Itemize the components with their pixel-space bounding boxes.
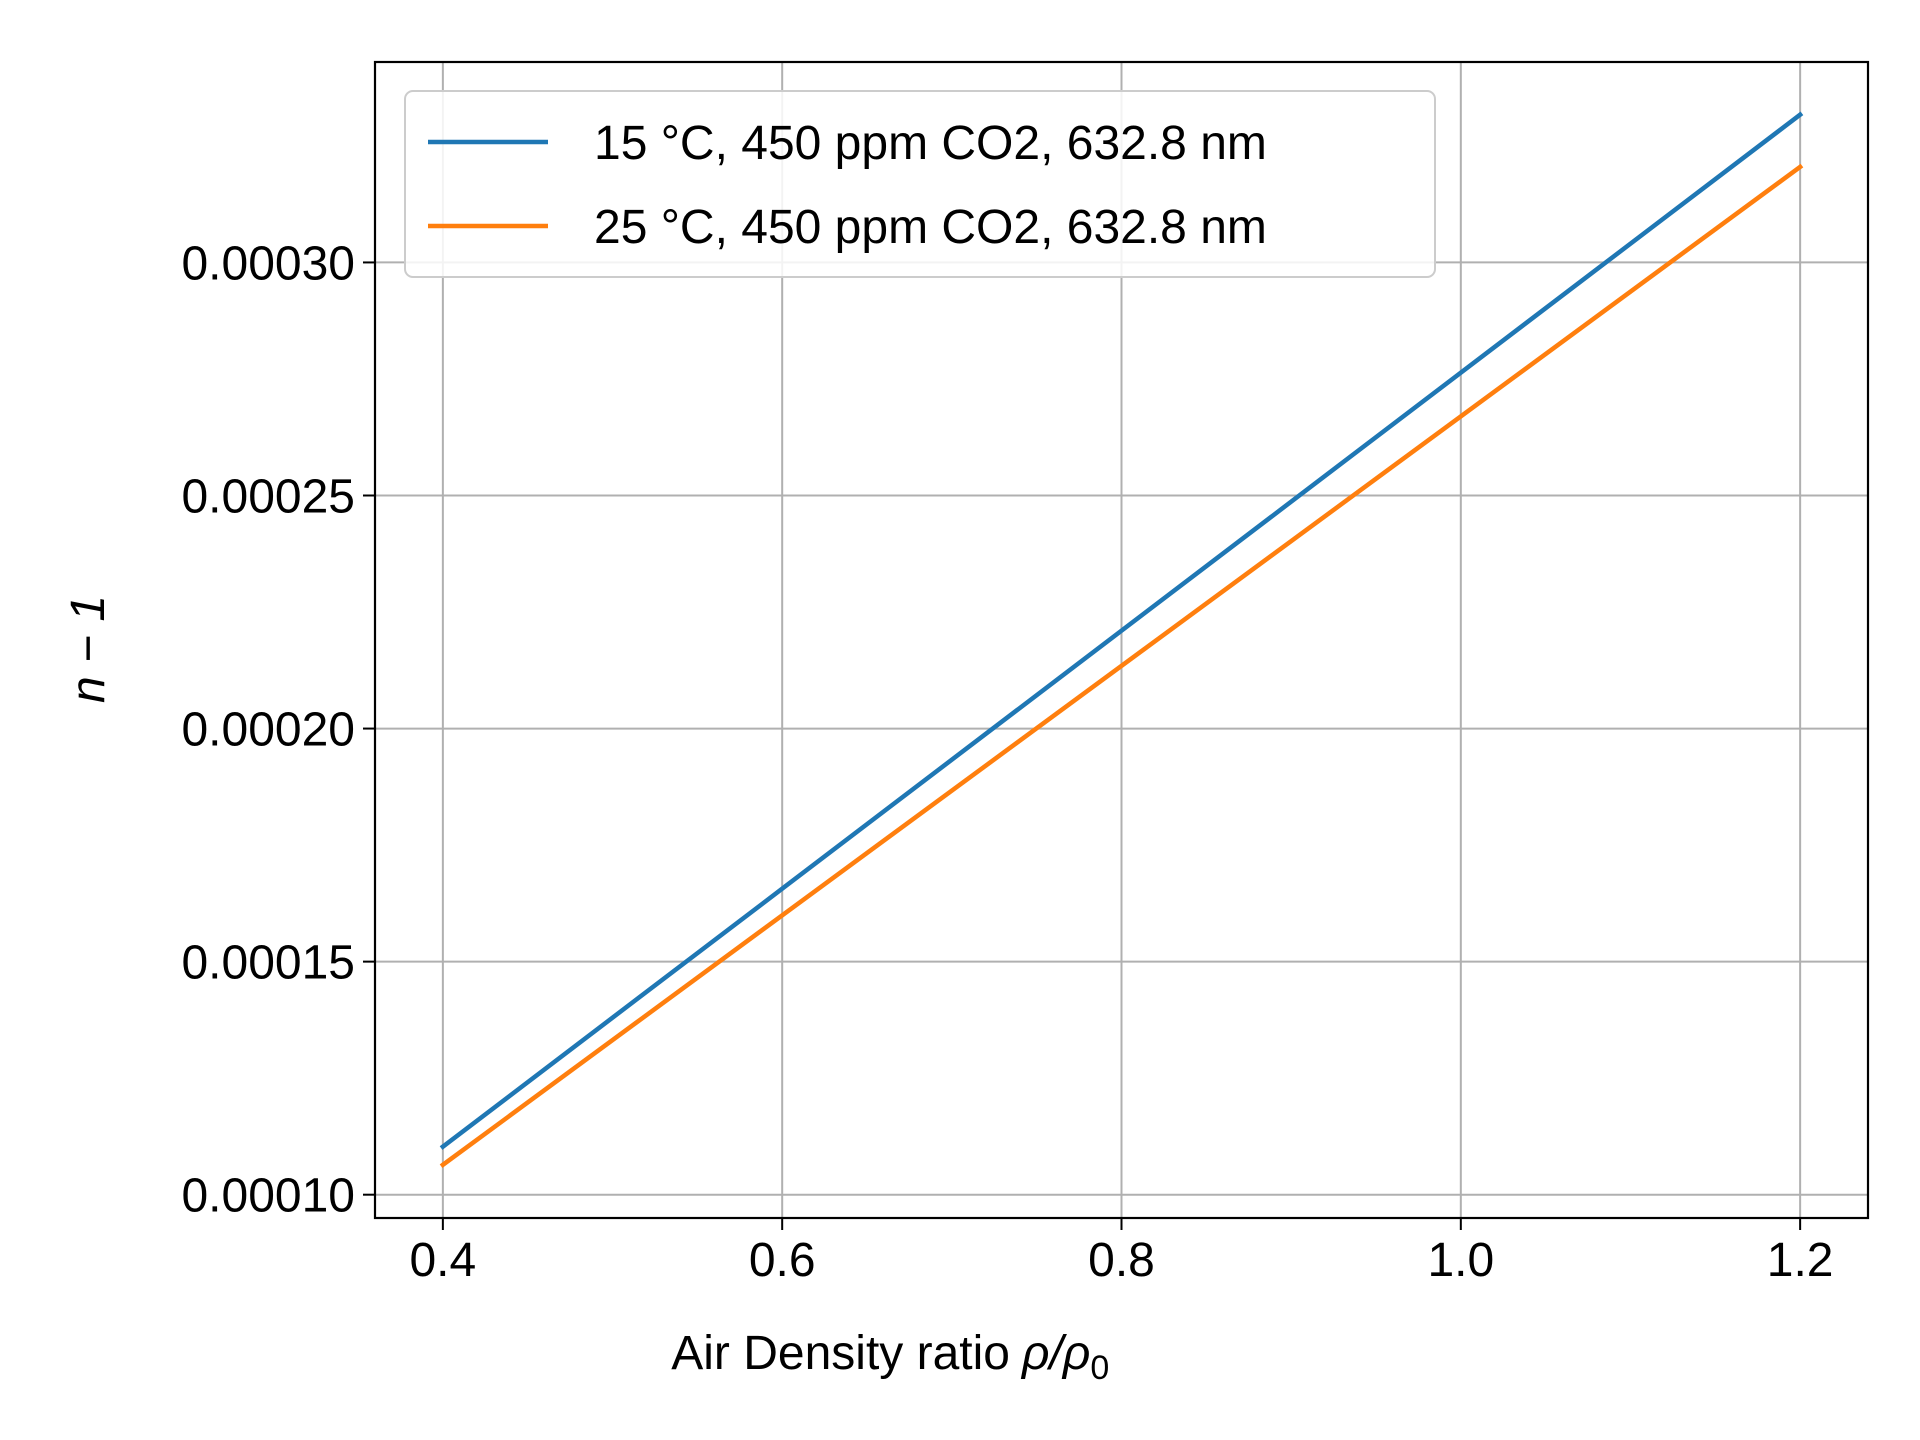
x-tick-label: 1.2 <box>1767 1234 1834 1287</box>
x-tick-label: 0.4 <box>409 1234 476 1287</box>
x-tick-label: 0.8 <box>1088 1234 1155 1287</box>
y-tick-label: 0.00015 <box>181 937 355 990</box>
x-tick-label: 1.0 <box>1427 1234 1494 1287</box>
y-tick-label: 0.00030 <box>181 237 355 290</box>
x-tick-label: 0.6 <box>749 1234 816 1287</box>
series-line-1 <box>439 111 1804 1150</box>
legend-label-1: 15 °C, 450 ppm CO2, 632.8 nm <box>594 117 1267 170</box>
x-axis-label: Air Density ratio <box>671 1327 1010 1380</box>
y-tick-label: 0.00025 <box>181 471 355 524</box>
series-line-2 <box>439 163 1804 1169</box>
x-axis-label-math: ρ/ρ0 <box>1020 1327 1109 1387</box>
y-axis-ticks: 0.00010 0.00015 0.00020 0.00025 0.00030 <box>181 237 375 1223</box>
legend: 15 °C, 450 ppm CO2, 632.8 nm 25 °C, 450 p… <box>404 90 1436 278</box>
x-axis-ticks: 0.4 0.6 0.8 1.0 1.2 <box>409 1218 1834 1287</box>
series-lines <box>439 111 1804 1169</box>
y-axis-label: n − 1 <box>62 595 115 703</box>
legend-box <box>404 90 1436 278</box>
legend-label-2: 25 °C, 450 ppm CO2, 632.8 nm <box>594 201 1267 254</box>
y-tick-label: 0.00020 <box>181 704 355 757</box>
y-tick-label: 0.00010 <box>181 1170 355 1223</box>
